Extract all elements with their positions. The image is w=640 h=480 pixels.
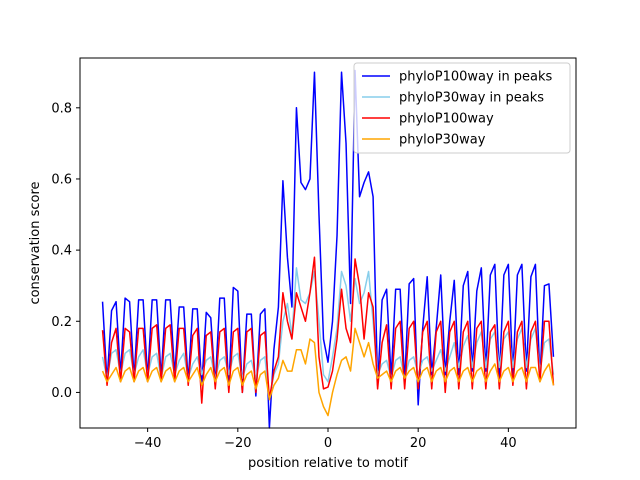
y-tick-label: 0.0 [51,386,72,401]
series-line-1 [101,267,555,401]
plot-series [101,69,555,429]
y-axis-ticks: 0.0 0.2 0.4 0.6 0.8 [51,101,80,401]
x-axis-ticks: −40 −20 0 20 40 [134,428,517,451]
y-tick-label: 0.2 [51,315,72,330]
x-tick-label: 20 [410,436,427,451]
legend-label-0: phyloP100way in peaks [399,70,553,85]
legend-entries: phyloP100way in peaks phyloP30way in peak… [362,70,553,148]
x-tick-label: −40 [134,436,161,451]
y-tick-label: 0.4 [51,244,72,259]
legend-box [353,62,571,154]
x-axis-label: position relative to motif [248,456,408,471]
y-tick-label: 0.6 [51,172,72,187]
legend: phyloP100way in peaks phyloP30way in peak… [353,62,571,154]
y-axis-label: conservation score [28,181,43,304]
plot-frame [79,57,577,429]
y-tick-label: 0.8 [51,101,72,116]
series-line-2 [101,256,555,404]
legend-label-2: phyloP100way [399,112,494,127]
series-line-3 [101,327,555,417]
legend-label-3: phyloP30way [399,133,486,148]
legend-label-1: phyloP30way in peaks [399,91,544,106]
x-tick-label: 40 [500,436,517,451]
x-tick-label: −20 [224,436,251,451]
x-tick-label: 0 [324,436,332,451]
series-line-0 [101,69,555,429]
